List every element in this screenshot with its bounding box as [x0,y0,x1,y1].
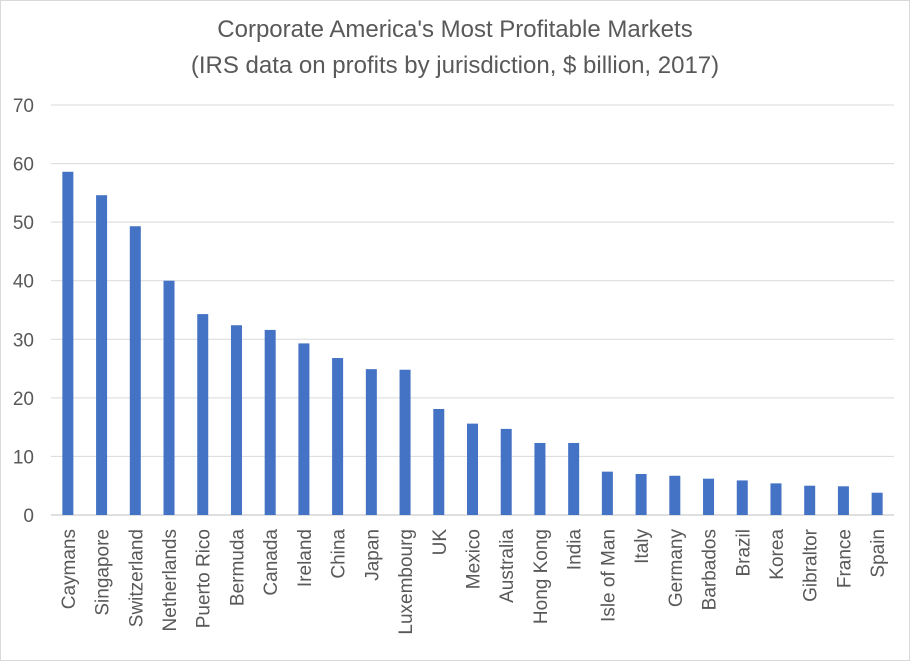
bars [62,171,883,515]
x-category-label: Isle of Man [598,529,619,622]
x-category-label: Puerto Rico [194,529,215,628]
x-category-label: Mexico [464,529,485,589]
bar-luxembourg [399,369,411,515]
x-category-label: Caymans [59,529,80,609]
x-category-label: Korea [767,529,788,580]
y-tick-label: 0 [23,506,34,527]
y-tick-label: 40 [13,272,34,293]
y-tick-label: 10 [13,447,34,468]
bar-korea [770,483,782,515]
chart-title: Corporate America's Most Profitable Mark… [217,16,692,43]
x-category-label: France [834,529,855,588]
x-category-label: Italy [632,529,653,564]
x-category-label: Germany [666,529,687,608]
x-category-label: Gibraltor [801,528,822,602]
bar-italy [635,474,647,515]
x-category-label: Hong Kong [531,529,552,624]
y-tick-label: 60 [13,155,34,176]
x-category-label: Singapore [93,529,114,616]
x-category-label: Bermuda [227,529,248,607]
bar-barbados [703,478,715,515]
bar-france [837,486,849,515]
x-category-label: Australia [497,529,518,603]
y-tick-label: 30 [13,330,34,351]
gridlines [51,104,894,516]
bar-canada [264,329,276,515]
bar-bermuda [230,325,242,515]
bar-uk [433,408,445,515]
x-category-label: Canada [261,529,282,596]
bar-ireland [298,343,310,515]
bar-puerto-rico [197,314,209,515]
x-axis-categories: Caymans Singapore Switzerland Netherlands Pu… [59,528,889,634]
y-tick-label: 50 [13,213,34,234]
y-axis-ticks: 0 10 20 30 40 50 60 70 [13,96,34,527]
x-category-label: India [565,529,586,571]
y-tick-label: 20 [13,389,34,410]
x-category-label: Barbados [700,529,721,610]
bar-netherlands [163,280,175,515]
bar-india [568,442,580,515]
x-category-label: Netherlands [160,529,181,631]
bar-spain [871,492,883,515]
bar-japan [365,369,377,515]
bar-switzerland [129,226,141,515]
bar-germany [669,475,681,515]
bar-singapore [96,195,108,515]
chart-subtitle: (IRS data on profits by jurisdiction, $ … [191,52,719,79]
x-category-label: China [329,529,350,579]
bar-hong-kong [534,442,546,515]
bar-caymans [62,171,74,515]
x-category-label: Ireland [295,529,316,587]
bar-china [332,358,344,515]
bar-isle-of-man [601,471,613,515]
bar-mexico [467,423,478,515]
x-category-label: UK [430,529,451,556]
x-category-label: Spain [868,529,889,578]
x-category-label: Switzerland [126,529,147,627]
y-tick-label: 70 [13,96,34,117]
x-category-label: Brazil [733,529,754,577]
bar-australia [500,428,512,515]
x-category-label: Japan [362,529,383,581]
bar-gibraltor [804,485,816,515]
x-category-label: Luxembourg [396,529,417,635]
bar-brazil [736,480,748,515]
